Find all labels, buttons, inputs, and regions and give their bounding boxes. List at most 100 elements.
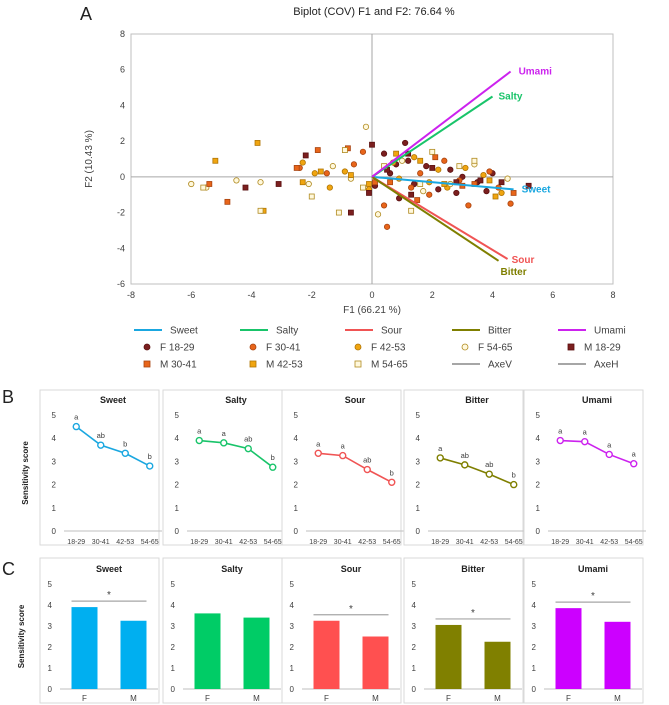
point-m-30-41: [414, 197, 421, 203]
point-f-42-53: [341, 168, 348, 175]
x-tick-label: 18-29: [309, 539, 327, 546]
point-f-54-65: [257, 179, 264, 186]
y-tick-label: 0: [175, 527, 180, 536]
point-m-42-53: [348, 172, 354, 178]
x-tick-label: F: [566, 694, 571, 703]
y-tick-label: 1: [290, 664, 295, 673]
y-tick-label: 0: [294, 527, 299, 536]
point-m-18-29: [369, 141, 375, 148]
point-f-42-53: [411, 154, 418, 161]
significance-letter: a: [583, 428, 588, 437]
point-m-42-53: [393, 150, 400, 157]
significance-star: *: [349, 604, 353, 615]
panel-frame: [39, 389, 160, 546]
data-point: [436, 454, 444, 462]
line-panel-bitter: Bitter 0 1 2 3 4 5 18-29 30-41 42-53 54-65 a ab ab b: [403, 389, 526, 546]
vector-label-salty: Salty: [499, 92, 523, 103]
x-tick-label: -6: [187, 290, 195, 300]
y-tick-label: 5: [412, 580, 417, 589]
point-f-54-65: [233, 177, 240, 184]
y-tick-label: 3: [532, 622, 537, 631]
data-point: [121, 449, 129, 457]
point-m-54-65: [360, 184, 366, 191]
y-tick-label: 5: [536, 411, 541, 420]
data-point: [363, 465, 371, 474]
data-point: [461, 461, 469, 469]
vector-bitter: [371, 176, 500, 262]
x-axis-label: F1 (66.21 %): [343, 305, 401, 316]
panel-title: Sour: [345, 395, 366, 405]
bar-f: [71, 607, 98, 689]
bar-m: [362, 636, 389, 689]
point-m-18-29: [408, 191, 415, 198]
point-m-42-53: [212, 157, 219, 164]
line-panel-sweet: Sweet 0 1 2 3 4 5 18-29 30-41 42-53 54-65 a ab b b: [39, 389, 162, 546]
x-tick-label: 42-53: [600, 539, 618, 546]
y-tick-label: 2: [175, 481, 180, 490]
significance-letter: a: [558, 427, 563, 436]
y-tick-label: 2: [120, 136, 125, 146]
point-m-18-29: [477, 177, 484, 184]
y-tick-label: 4: [171, 601, 176, 610]
y-tick-label: 1: [412, 664, 417, 673]
panel-frame: [281, 389, 402, 546]
point-m-30-41: [206, 181, 213, 187]
y-axis-label: F2 (10.43 %): [84, 130, 95, 188]
x-tick-label: 4: [490, 290, 495, 300]
data-point: [269, 463, 277, 471]
y-tick-label: 5: [52, 411, 57, 420]
point-f-30-41: [383, 223, 391, 230]
point-f-54-65: [362, 123, 370, 130]
x-tick-label: F: [446, 694, 451, 703]
point-f-18-29: [483, 188, 490, 195]
data-point: [510, 480, 518, 489]
x-tick-label: F: [205, 694, 210, 703]
point-f-42-53: [299, 159, 306, 166]
y-tick-label: 5: [48, 580, 53, 589]
significance-letter: a: [438, 444, 443, 453]
point-m-30-41: [510, 190, 517, 196]
data-point: [146, 462, 154, 470]
vector-umami: [371, 70, 512, 178]
point-m-18-29: [302, 152, 309, 159]
point-f-18-29: [423, 163, 430, 170]
point-m-18-29: [525, 182, 532, 189]
significance-star: *: [591, 591, 595, 602]
panel-title: Salty: [221, 564, 243, 574]
data-point: [97, 441, 105, 449]
y-tick-label: 5: [294, 411, 299, 420]
legend-label-sour: Sour: [381, 326, 403, 337]
data-point: [388, 478, 396, 486]
data-point: [195, 436, 203, 445]
y-tick-label: 0: [52, 527, 57, 536]
point-f-42-53: [435, 166, 442, 173]
point-f-54-65: [504, 175, 511, 182]
y-tick-label: 2: [290, 643, 295, 652]
point-f-18-29: [402, 139, 409, 147]
panel-frame: [523, 389, 644, 546]
point-f-42-53: [326, 184, 333, 191]
point-m-54-65: [429, 148, 436, 155]
bar-panel-umami: Umami 0 1 2 3 4 5 F M *: [523, 557, 644, 704]
x-tick-label: 42-53: [116, 539, 134, 546]
point-m-42-53: [417, 157, 424, 164]
point-m-18-29: [275, 181, 282, 187]
b-y-axis-label: Sensitivity score: [21, 441, 30, 505]
y-tick-label: 0: [290, 685, 295, 694]
point-m-42-53: [492, 193, 499, 200]
significance-letter: a: [341, 442, 346, 451]
point-m-54-65: [257, 207, 264, 214]
x-tick-label: M: [253, 694, 260, 703]
legend-swatch-f-42-53: [354, 343, 362, 351]
y-tick-label: 1: [171, 664, 176, 673]
bar-m: [604, 621, 631, 689]
legend-label-m-30-41: M 30-41: [160, 360, 197, 371]
x-tick-label: 18-29: [551, 539, 569, 546]
point-f-18-29: [447, 166, 454, 173]
y-tick-label: 3: [52, 457, 57, 466]
bar-panel-sour: Sour 0 1 2 3 4 5 F M *: [281, 557, 402, 704]
point-m-18-29: [498, 179, 505, 186]
x-tick-label: 30-41: [576, 539, 594, 546]
x-tick-label: 18-29: [67, 539, 85, 546]
line-panel-salty: Salty 0 1 2 3 4 5 18-29 30-41 42-53 54-65 a a ab b: [162, 389, 285, 546]
